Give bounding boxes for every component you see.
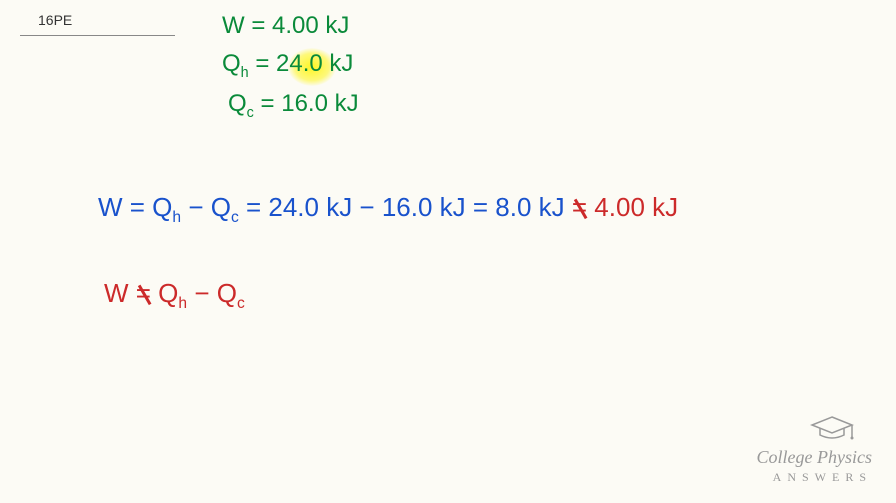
red-value: 4.00 kJ	[587, 192, 678, 222]
problem-underline	[20, 35, 175, 36]
concl-minus: − Q	[187, 278, 237, 308]
concl-q: Q	[151, 278, 178, 308]
subscript-c: c	[237, 295, 245, 312]
q-symbol: Q	[228, 90, 247, 117]
eq-part1: W = Q	[98, 192, 172, 222]
main-equation: W = Qh − Qc = 24.0 kJ − 16.0 kJ = 8.0 kJ…	[98, 192, 678, 227]
problem-label: 16PE	[38, 12, 72, 28]
eq-part3: = 24.0 kJ − 16.0 kJ = 8.0 kJ	[239, 192, 572, 222]
neq-symbol: =	[572, 192, 587, 223]
q-symbol: Q	[222, 50, 241, 77]
subscript-c: c	[231, 209, 239, 226]
eq-part2: − Q	[181, 192, 231, 222]
value-qh: = 24.0 kJ	[249, 50, 354, 77]
conclusion-line: W = Qh − Qc	[104, 278, 245, 313]
subscript-h: h	[172, 209, 181, 226]
graduation-cap-icon	[808, 415, 856, 443]
subscript-h: h	[241, 65, 249, 81]
given-line-1: W = 4.00 kJ	[222, 12, 349, 40]
given-line-2: Qh = 24.0 kJ	[222, 50, 353, 81]
red-not-equal: = 4.00 kJ	[572, 192, 678, 222]
watermark: College Physics ANSWERS	[757, 447, 872, 485]
neq-symbol: =	[136, 278, 151, 309]
watermark-subtitle: ANSWERS	[757, 470, 872, 485]
value-qc: = 16.0 kJ	[254, 90, 359, 117]
concl-w: W	[104, 278, 136, 308]
watermark-title: College Physics	[757, 447, 872, 468]
given-line-3: Qc = 16.0 kJ	[228, 90, 359, 121]
subscript-c: c	[247, 105, 254, 121]
subscript-h: h	[178, 295, 187, 312]
